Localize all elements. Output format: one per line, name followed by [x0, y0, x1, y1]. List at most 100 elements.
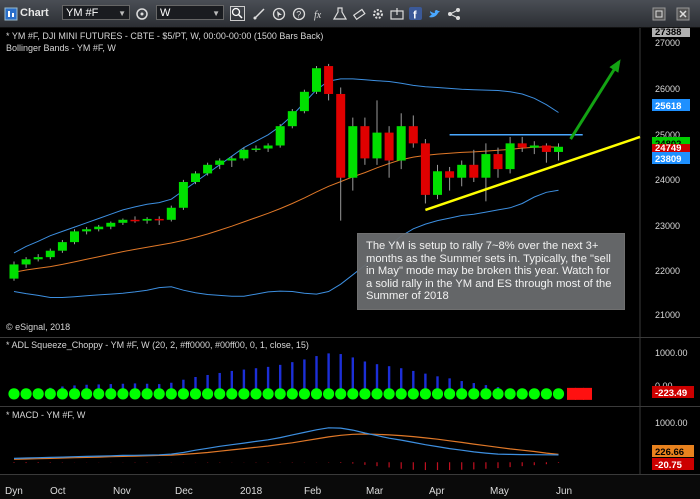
annotation-callout: The YM is setup to rally 7~8% over the n… [357, 233, 625, 310]
x-axis-label: Jun [556, 486, 572, 497]
adl-bar [448, 378, 451, 394]
chevron-down-icon: ▼ [118, 9, 126, 18]
candle-body [299, 91, 309, 112]
macd-hist-bar [497, 462, 499, 469]
candle-body [420, 143, 430, 195]
candle-body [554, 146, 563, 152]
macd-hist-bar [352, 462, 354, 464]
price-tag-label: 27388 [655, 28, 681, 38]
adl-squeeze-dot [238, 388, 250, 400]
twitter-icon[interactable] [428, 0, 442, 27]
chart-canvas[interactable]: * YM #F, DJI MINI FUTURES - CBTE - $5/PT… [0, 28, 700, 499]
price-tag: 24749 [652, 143, 690, 154]
restore-icon[interactable] [652, 0, 666, 27]
adl-squeeze-dot [444, 388, 456, 400]
macd-hist-bar [449, 462, 451, 471]
svg-text:?: ? [296, 9, 301, 19]
adl-squeeze-dot [56, 388, 68, 400]
bollinger-upper-line [13, 78, 559, 254]
price-tag-bg [652, 152, 690, 164]
draw-icon[interactable] [252, 0, 266, 27]
macd-value-tag-label: 226.66 [655, 447, 684, 458]
price-tag-bg [652, 28, 690, 37]
macd-hist-bar [340, 462, 342, 463]
candle-body [227, 158, 237, 161]
interval-input-value: W [160, 7, 171, 19]
candle-body [251, 148, 261, 151]
adl-squeeze-dot [431, 388, 444, 400]
adl-current-marker [575, 387, 584, 400]
y-tick-label: 22000 [655, 266, 680, 276]
adl-squeeze-dot [117, 388, 129, 400]
adl-bar [218, 372, 221, 394]
facebook-icon[interactable]: f [409, 0, 422, 27]
macd-hist-bar [388, 462, 390, 468]
adl-bar [291, 362, 294, 394]
adl-bar [254, 368, 258, 394]
adl-squeeze-dot [20, 388, 32, 400]
adl-squeeze-dot [383, 388, 395, 400]
macd-hist-bar [400, 462, 402, 469]
help-icon[interactable]: ? [292, 0, 306, 27]
macd-y-tick-label: 1000.00 [655, 418, 688, 428]
price-tag-label: 24749 [655, 143, 681, 154]
candle-body [493, 154, 503, 170]
macd-hist-bar [412, 462, 414, 470]
trendline [424, 135, 641, 212]
adl-bar [182, 379, 185, 394]
eraser-icon[interactable] [352, 0, 366, 27]
pane-divider[interactable] [0, 406, 700, 407]
x-axis-label: Apr [429, 486, 445, 497]
candle-body [45, 250, 55, 258]
macd-hist-bar [473, 462, 475, 470]
adl-bar [327, 353, 330, 394]
adl-squeeze-dot [323, 388, 335, 400]
settings-icon[interactable] [371, 0, 385, 27]
x-axis-label: Dec [175, 486, 193, 497]
adl-squeeze-dot [286, 388, 298, 400]
adl-bar [387, 366, 391, 394]
adl-squeeze-dot [214, 388, 226, 400]
candle-body [541, 145, 551, 152]
adl-squeeze-dot [8, 388, 20, 400]
macd-hist-bar [509, 462, 511, 468]
candle-body [433, 171, 442, 195]
toolbar: Chart YM #F ▼ W ▼ ? fx f [0, 0, 700, 28]
adl-squeeze-dot [335, 388, 347, 400]
price-tag-bg [652, 99, 690, 111]
pane-divider[interactable] [0, 474, 700, 475]
candle-body [469, 164, 479, 178]
indicator-icon[interactable]: fx [313, 0, 327, 27]
export-icon[interactable] [390, 0, 404, 27]
search-icon[interactable] [230, 0, 245, 27]
macd-pane-title: * MACD - YM #F, W [6, 410, 86, 420]
price-tag: 23809 [652, 152, 690, 165]
x-axis-label[interactable]: Dyn [5, 486, 23, 497]
adl-squeeze-dot [468, 388, 480, 400]
interval-input[interactable]: W ▼ [156, 5, 224, 20]
close-icon[interactable] [676, 0, 690, 27]
adl-squeeze-dot [504, 388, 516, 400]
pane-divider[interactable] [0, 337, 700, 338]
app-menu-icon[interactable] [4, 0, 18, 27]
candle-body [94, 226, 104, 230]
price-tag-label: 23809 [655, 154, 681, 165]
adl-squeeze-dot [480, 388, 492, 400]
symbol-input[interactable]: YM #F ▼ [62, 5, 130, 20]
adl-bar [266, 366, 270, 394]
candle-body [324, 66, 334, 94]
cursor-icon[interactable] [272, 0, 286, 27]
adl-squeeze-dot [492, 388, 504, 400]
macd-plot [13, 427, 560, 471]
share-icon[interactable] [447, 0, 461, 27]
candle-body [154, 218, 164, 221]
y-tick-label: 23000 [655, 221, 680, 231]
link-icon[interactable] [135, 0, 149, 27]
adl-squeeze-dot [552, 388, 565, 400]
macd-hist-bar [25, 462, 27, 464]
flask-icon[interactable] [333, 0, 347, 27]
bollinger-lower-line [13, 189, 559, 298]
macd-value-tag [652, 445, 694, 457]
adl-y-tick-label: 1000.00 [655, 348, 688, 358]
adl-bar [375, 364, 379, 394]
